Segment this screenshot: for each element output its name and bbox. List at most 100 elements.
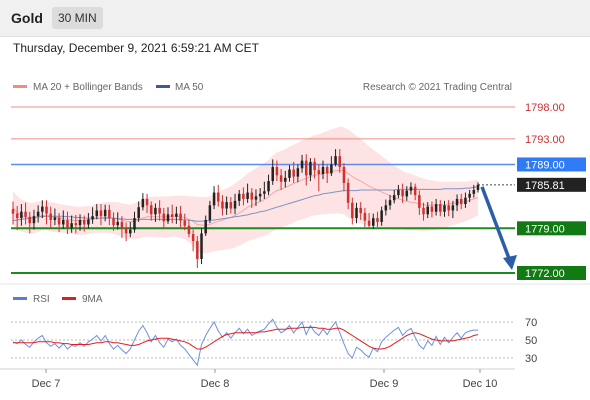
level-label-1798.00: 1798.00 [525, 102, 565, 114]
candle-body [376, 218, 379, 222]
candle-body [242, 193, 245, 199]
x-tick-label: Dec 9 [370, 378, 399, 390]
candle [187, 220, 191, 238]
candle-body [413, 186, 417, 196]
candle [380, 206, 383, 226]
level-label-bg-1772.00 [517, 266, 586, 280]
candle-body [267, 181, 270, 192]
candle-body [187, 225, 191, 235]
candle-body [204, 220, 207, 234]
candle [179, 205, 182, 228]
candle [263, 181, 266, 199]
chart-header-bar: Gold 30 MIN [0, 0, 590, 37]
rsi-line [12, 318, 478, 367]
candle [325, 164, 329, 183]
candle-body [359, 207, 362, 213]
candle [472, 184, 476, 198]
candle-body [175, 213, 178, 217]
candle [330, 156, 333, 176]
forecast-arrow-head [503, 255, 517, 270]
timeframe-button[interactable]: 30 MIN [52, 7, 103, 29]
candle-body [229, 202, 233, 209]
level-label-1789.00: 1789.00 [525, 159, 565, 171]
bollinger-band-area [13, 126, 478, 254]
candle-body [120, 221, 124, 229]
candle [300, 154, 304, 173]
candle [99, 204, 103, 226]
candle [62, 210, 65, 229]
candle-body [279, 175, 283, 182]
candle-body [401, 190, 404, 197]
candle [108, 204, 111, 226]
rsi-level-label-70: 70 [525, 317, 537, 329]
candle-body [191, 234, 195, 242]
candle [137, 201, 140, 222]
candle-body [183, 220, 187, 226]
candle [275, 160, 279, 182]
candle-body [70, 223, 73, 228]
candle [392, 190, 396, 204]
candle-body [388, 200, 392, 206]
ma9-legend-swatch [62, 297, 76, 300]
candle [334, 149, 337, 167]
candle [413, 183, 417, 201]
candle [313, 158, 316, 179]
candle [459, 193, 463, 210]
candle-body [321, 167, 325, 175]
candle [372, 213, 375, 229]
bollinger-band [13, 126, 478, 254]
candle-body [41, 206, 44, 212]
candle-body [99, 210, 103, 217]
candle [141, 193, 145, 211]
candle-body [91, 216, 94, 220]
candle [292, 161, 295, 183]
candle-body [258, 193, 262, 197]
candle [154, 203, 157, 222]
candle-body [263, 191, 266, 194]
candle [74, 214, 78, 234]
candle-body [397, 190, 400, 196]
price-levels [11, 106, 515, 274]
candle-body [372, 218, 375, 226]
candle-body [149, 205, 153, 215]
candle-body [179, 213, 182, 221]
candle [70, 215, 73, 233]
candle [455, 194, 459, 212]
candle-body [170, 214, 174, 217]
candle-body [405, 190, 409, 197]
candle-body [116, 221, 119, 226]
forecast-arrow [480, 186, 517, 270]
symbol-name: Gold [11, 10, 43, 26]
candle [158, 200, 161, 221]
candle-body [20, 211, 23, 219]
candle-body [271, 167, 274, 182]
level-label-bg-1789.00 [517, 157, 586, 172]
candle [15, 205, 19, 231]
candle [447, 200, 450, 217]
candle [87, 212, 90, 229]
ma50-line [12, 186, 479, 222]
candle [351, 197, 354, 225]
candle [434, 198, 438, 216]
candle [426, 202, 429, 219]
candle-body [112, 218, 115, 226]
candle-body [24, 211, 27, 217]
candle-body [87, 219, 90, 225]
ma20-legend-label: MA 20 + Bollinger Bands [33, 82, 143, 93]
candle [304, 154, 308, 186]
candle [422, 202, 425, 221]
candle [476, 182, 480, 193]
candle [346, 178, 350, 210]
candle-body [225, 202, 228, 209]
candle [103, 204, 107, 222]
candle-body [145, 198, 149, 206]
ma20-line [12, 169, 479, 226]
candle-body [459, 198, 463, 205]
candles [11, 149, 480, 268]
candle [288, 165, 291, 182]
candle-body [275, 167, 279, 176]
candle [112, 212, 115, 231]
candle-body [367, 220, 371, 226]
candle [45, 200, 48, 225]
